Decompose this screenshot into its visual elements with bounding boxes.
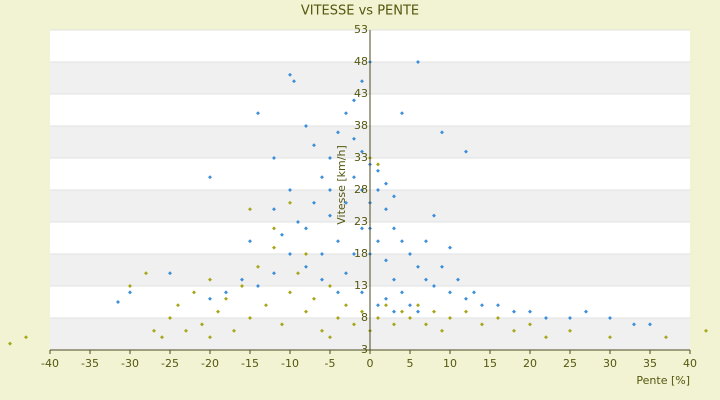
point (328, 335, 332, 340)
y-tick-label: 13 (354, 279, 368, 292)
point (240, 277, 244, 282)
x-tick-label: -20 (201, 357, 219, 370)
point (408, 303, 412, 308)
point (216, 309, 220, 314)
point (232, 328, 236, 333)
point (160, 335, 164, 340)
y-tick-label: 3 (361, 343, 368, 356)
point (384, 303, 388, 308)
point (544, 335, 548, 340)
point (192, 290, 196, 295)
x-tick-label: -10 (281, 357, 299, 370)
y-tick-label: 8 (361, 311, 368, 324)
x-tick-label: 40 (683, 357, 697, 370)
x-tick-label: -15 (241, 357, 259, 370)
point (128, 290, 132, 295)
point (272, 245, 276, 250)
chart-title: VITESSE vs PENTE (301, 4, 419, 19)
y-tick-label: 48 (354, 55, 368, 68)
point (200, 322, 204, 327)
x-tick-label: 10 (443, 357, 457, 370)
point (344, 271, 348, 276)
point (448, 245, 452, 250)
point (264, 303, 268, 308)
point (248, 239, 252, 244)
point (376, 168, 380, 173)
point (184, 328, 188, 333)
point (128, 284, 132, 288)
x-tick-label: -30 (121, 357, 139, 370)
x-tick-label: 5 (407, 357, 414, 370)
point (296, 271, 300, 276)
y-tick-label: 28 (354, 183, 368, 196)
point (360, 149, 364, 154)
point (224, 296, 228, 301)
x-tick-label: 20 (523, 357, 537, 370)
y-tick-label: 43 (354, 87, 368, 100)
point (144, 271, 148, 276)
point (352, 98, 356, 103)
point (288, 200, 292, 205)
point (344, 200, 348, 205)
x-tick-label: 25 (563, 357, 577, 370)
x-tick-label: 15 (483, 357, 497, 370)
point (208, 335, 212, 340)
point (312, 200, 316, 205)
point (168, 316, 172, 320)
x-tick-label: -5 (325, 357, 336, 370)
point (248, 316, 252, 320)
point (384, 181, 388, 186)
point (496, 303, 500, 308)
point (240, 284, 244, 288)
point (208, 277, 212, 282)
x-tick-label: -40 (41, 357, 59, 370)
point (288, 72, 292, 77)
y-tick-label: 33 (354, 151, 368, 164)
point (168, 271, 172, 276)
x-tick-label: -35 (81, 357, 99, 370)
point (304, 124, 308, 128)
x-tick-label: -25 (161, 357, 179, 370)
point (376, 303, 380, 308)
point (272, 271, 276, 276)
point (280, 232, 284, 237)
point (352, 136, 356, 141)
x-axis-label: Pente [%] (636, 374, 690, 387)
point (344, 303, 348, 308)
x-tick-label: 35 (643, 357, 657, 370)
point (464, 149, 468, 154)
point (176, 303, 180, 308)
point (152, 328, 156, 333)
point (224, 290, 228, 295)
y-tick-label: 18 (354, 247, 368, 260)
y-axis-label: Vitesse [km/h] (335, 145, 348, 225)
y-tick-label: 23 (354, 215, 368, 228)
x-tick-label: 0 (367, 357, 374, 370)
x-tick-label: 30 (603, 357, 617, 370)
point (24, 335, 28, 340)
point (208, 296, 212, 301)
point (608, 335, 612, 340)
y-tick-label: 38 (354, 119, 368, 132)
point (432, 213, 436, 218)
point (248, 207, 252, 212)
point (480, 303, 484, 308)
point (208, 175, 212, 180)
y-tick-label: 53 (354, 23, 368, 36)
point (664, 335, 668, 340)
point (416, 303, 420, 308)
point (328, 213, 332, 218)
